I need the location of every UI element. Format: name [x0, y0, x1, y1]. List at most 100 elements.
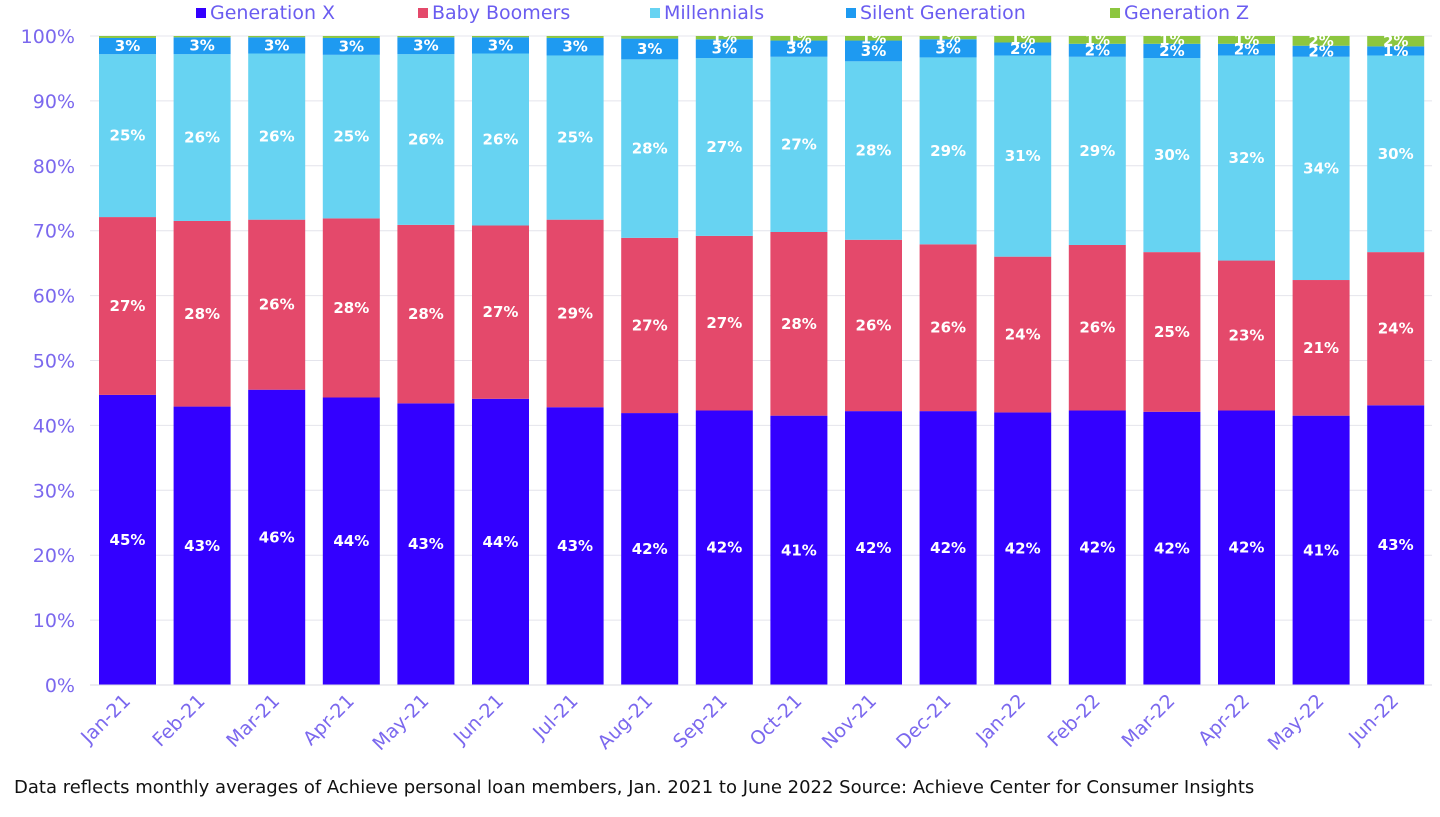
bar-silent-generation	[1292, 45, 1350, 57]
bar-generation-x	[919, 411, 977, 685]
bar-baby-boomers	[397, 224, 455, 404]
bar-silent-generation	[1367, 46, 1425, 56]
data-label-baby-boomers: 27%	[483, 303, 519, 321]
data-label-baby-boomers: 25%	[1154, 323, 1190, 341]
bar-silent-generation	[322, 37, 380, 55]
bar-generation-x	[1143, 411, 1201, 685]
x-tick-label: Apr-22	[1194, 690, 1254, 750]
legend-swatch	[650, 8, 660, 18]
bar-silent-generation	[546, 37, 604, 56]
bar-generation-x	[1068, 410, 1126, 685]
y-tick-label: 90%	[33, 91, 75, 113]
data-label-generation-x: 42%	[1154, 539, 1190, 557]
y-tick-label: 70%	[33, 221, 75, 243]
bar-generation-z	[1143, 36, 1201, 44]
data-label-generation-x: 42%	[1005, 540, 1041, 558]
bar-generation-z	[472, 36, 529, 38]
bar-millennials	[1068, 56, 1126, 245]
data-label-generation-z: 1%	[1085, 31, 1110, 49]
legend-item: Millennials	[650, 2, 764, 24]
x-tick-label: Aug-21	[593, 690, 657, 754]
data-label-silent-generation: 2%	[1234, 41, 1259, 59]
y-tick-label: 0%	[45, 675, 75, 697]
data-label-silent-generation: 3%	[339, 37, 364, 55]
legend-item: Baby Boomers	[418, 2, 570, 24]
data-label-silent-generation: 3%	[189, 37, 214, 55]
data-label-generation-z: 1%	[1010, 30, 1035, 48]
data-label-generation-z: 1%	[786, 29, 811, 47]
bar-generation-x	[621, 413, 679, 685]
data-label-generation-x: 41%	[1303, 541, 1339, 559]
data-label-millennials: 25%	[333, 128, 369, 146]
y-tick-label: 20%	[33, 545, 75, 567]
data-label-baby-boomers: 21%	[1303, 339, 1339, 357]
bar-generation-x	[248, 389, 306, 685]
gridlines	[90, 35, 1432, 686]
data-label-silent-generation: 1%	[1383, 42, 1408, 60]
bar-millennials	[1292, 56, 1350, 281]
x-tick-label: Jan-21	[76, 690, 135, 749]
data-label-generation-x: 44%	[333, 532, 369, 550]
x-tick-label: Jan-22	[971, 690, 1030, 749]
bar-millennials	[322, 54, 380, 219]
legend-label: Millennials	[664, 2, 765, 24]
x-tick-label: May-21	[368, 690, 433, 755]
x-tick-label: Jul-21	[528, 690, 582, 744]
data-labels: 45% 27% 25% 3% 43% 28% 26% 3% 46% 26% 26% 3% 44% 28% 2…	[110, 29, 1414, 560]
bar-baby-boomers	[1143, 252, 1201, 412]
bar-millennials	[695, 58, 753, 236]
bar-baby-boomers	[546, 219, 604, 408]
bar-baby-boomers	[770, 231, 828, 416]
data-label-baby-boomers: 26%	[259, 296, 295, 314]
data-label-generation-x: 46%	[259, 528, 295, 546]
bar-baby-boomers	[1218, 260, 1275, 411]
data-label-silent-generation: 2%	[1085, 41, 1110, 59]
bar-millennials	[99, 54, 156, 218]
bar-generation-x	[173, 406, 231, 685]
x-axis: Jan-21 Feb-21 Mar-21 Apr-21 May-21 Jun-21 Jul-…	[76, 684, 1432, 755]
y-tick-label: 50%	[33, 351, 75, 373]
data-label-millennials: 31%	[1005, 147, 1041, 165]
bar-silent-generation	[1143, 43, 1201, 59]
bar-baby-boomers	[994, 256, 1052, 413]
data-label-silent-generation: 3%	[861, 42, 886, 60]
data-label-millennials: 32%	[1229, 149, 1265, 167]
bar-millennials	[1367, 55, 1425, 253]
bar-generation-z	[621, 36, 679, 39]
data-label-silent-generation: 3%	[712, 40, 737, 58]
data-label-millennials: 26%	[483, 131, 519, 149]
data-label-silent-generation: 2%	[1159, 42, 1184, 60]
bar-baby-boomers	[99, 217, 156, 395]
bar-millennials	[472, 53, 529, 226]
bar-millennials	[173, 54, 231, 221]
bar-silent-generation	[1068, 43, 1126, 57]
bar-generation-z	[397, 36, 455, 38]
data-label-silent-generation: 3%	[488, 36, 513, 54]
x-tick-label: Sep-21	[669, 690, 732, 753]
x-tick-label: Oct-21	[746, 690, 807, 751]
data-label-generation-z: 1%	[935, 29, 960, 47]
bars	[99, 36, 1425, 685]
bar-generation-z	[546, 36, 604, 38]
data-label-generation-x: 42%	[856, 539, 892, 557]
bar-generation-z	[173, 36, 231, 38]
legend-item: Generation Z	[1110, 2, 1249, 24]
bar-baby-boomers	[695, 235, 753, 411]
legend-swatch	[1110, 8, 1120, 18]
y-tick-label: 30%	[33, 480, 75, 502]
data-label-generation-x: 42%	[1079, 539, 1115, 557]
data-label-generation-x: 45%	[110, 531, 146, 549]
data-label-generation-x: 43%	[408, 535, 444, 553]
bar-generation-x	[994, 412, 1052, 685]
data-label-generation-z: 1%	[1234, 31, 1259, 49]
data-label-millennials: 30%	[1378, 145, 1414, 163]
bar-generation-x	[322, 397, 380, 685]
data-label-silent-generation: 3%	[413, 37, 438, 55]
bar-silent-generation	[621, 38, 679, 60]
x-tick-label: Jun-22	[1344, 690, 1403, 749]
legend-label: Generation X	[210, 2, 336, 24]
x-tick-label: Nov-21	[818, 690, 881, 753]
legend-item: Silent Generation	[846, 2, 1026, 24]
bar-silent-generation	[173, 37, 231, 55]
